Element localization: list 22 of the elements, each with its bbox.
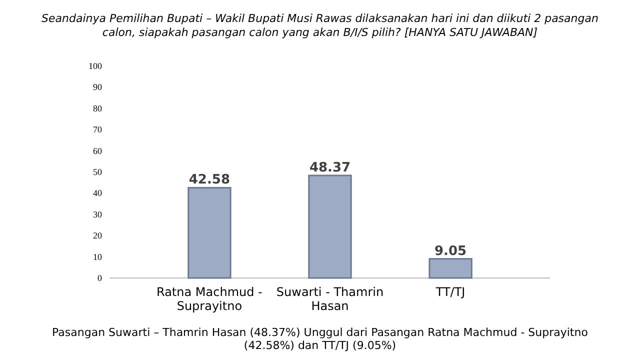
y-tick-label: 30: [93, 209, 102, 220]
text: Pasangan Suwarti – Thamrin Hasan (48.37%) Unggul dari Pasangan Ratna Machmud - Suprayitno (42.58%) dan TT/TJ (9.05%): [52, 326, 588, 352]
y-tick-label: 40: [93, 188, 102, 198]
y-tick-label: 20: [93, 230, 102, 241]
data-label: 42.58: [188, 172, 230, 188]
y-tick-label: 80: [93, 103, 102, 114]
data-label: 9.05: [434, 244, 467, 259]
y-tick-label: 50: [93, 167, 102, 177]
bar: [188, 186, 232, 279]
bar: [308, 174, 352, 279]
y-tick-label: 100: [88, 61, 102, 71]
y-tick-label: 10: [93, 252, 102, 262]
bar: [428, 258, 472, 279]
y-tick-label: 70: [93, 124, 102, 135]
chart-title: Seandainya Pemilihan Bupati – Wakil Bupati Musi Rawas dilaksanakan hari ini dan diikuti 2 pasangan calon, siapakah pasangan calon yang akan B/I/S pilih? [HANYA SATU JAWABAN]: [42, 12, 598, 39]
x-tick-label: Ratna Machmud - Suprayitno: [156, 285, 262, 313]
x-tick-label: TT/TJ: [434, 285, 466, 299]
y-tick-label: 60: [93, 146, 102, 156]
data-label: 48.37: [309, 160, 351, 176]
x-tick-label: Suwarti - Thamrin Hasan: [276, 285, 384, 313]
y-tick-label: 90: [93, 82, 102, 92]
y-tick-label: 0: [98, 273, 102, 283]
